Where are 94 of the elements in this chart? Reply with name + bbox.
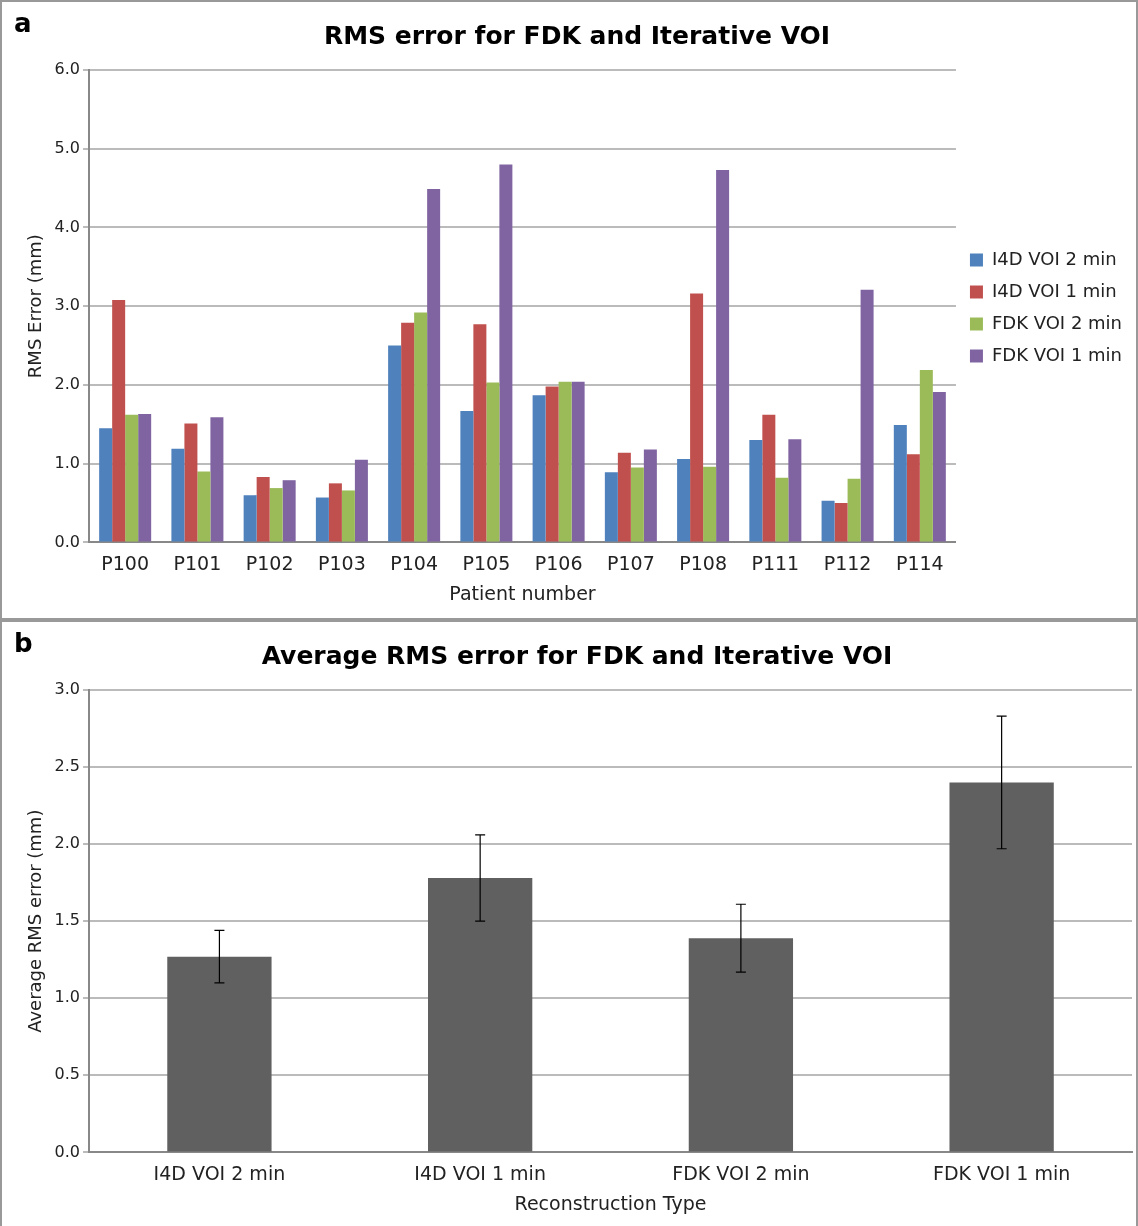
bar xyxy=(860,289,874,542)
bar xyxy=(414,312,428,542)
bar xyxy=(847,478,861,542)
y-tick-label: 3.0 xyxy=(54,295,81,315)
bar xyxy=(197,471,211,542)
text: b xyxy=(14,628,33,658)
bar xyxy=(604,472,618,542)
x-tick-label: P112 xyxy=(823,551,872,574)
x-tick-label: P104 xyxy=(390,551,438,574)
bar xyxy=(427,188,441,542)
bar xyxy=(282,480,296,542)
legend-label: I4D VOI 1 min xyxy=(991,279,1117,301)
chart-title: RMS error for FDK and Iterative VOI xyxy=(323,20,831,50)
bar xyxy=(630,467,644,542)
y-tick-label: 0.0 xyxy=(54,531,81,551)
bar xyxy=(558,381,572,542)
bar xyxy=(112,299,126,542)
bar xyxy=(428,878,533,1152)
y-tick-label: 3.0 xyxy=(54,679,81,699)
y-tick-label: 2.0 xyxy=(54,374,81,394)
y-axis-title: Average RMS error (mm) xyxy=(24,809,46,1033)
x-tick-label: FDK VOI 1 min xyxy=(932,1161,1071,1184)
bar xyxy=(788,439,802,542)
bar xyxy=(138,414,152,542)
bar xyxy=(919,369,933,542)
x-tick-label: P111 xyxy=(751,551,800,574)
text: a xyxy=(14,8,32,38)
bar xyxy=(834,503,848,542)
bar xyxy=(932,392,946,542)
bar xyxy=(716,169,730,542)
bar xyxy=(354,459,368,542)
legend-label: FDK VOI 2 min xyxy=(991,311,1123,333)
legend-label: FDK VOI 1 min xyxy=(991,343,1123,365)
x-tick-label: P108 xyxy=(679,551,727,574)
x-tick-label: I4D VOI 2 min xyxy=(153,1161,286,1184)
bar xyxy=(775,477,789,542)
y-tick-label: 5.0 xyxy=(54,137,81,157)
x-tick-label: P114 xyxy=(895,551,944,574)
bar xyxy=(762,414,776,542)
bar xyxy=(749,440,763,542)
bar xyxy=(388,345,402,542)
bar xyxy=(893,425,907,542)
bar xyxy=(821,500,835,542)
y-tick-label: 6.0 xyxy=(54,59,81,79)
chart-title: Average RMS error for FDK and Iterative VOI xyxy=(261,640,893,670)
bar xyxy=(617,452,631,542)
y-tick-label: 4.0 xyxy=(54,216,81,236)
y-tick-label: 2.5 xyxy=(54,756,81,776)
bar xyxy=(99,428,113,542)
bar xyxy=(906,454,920,542)
bar xyxy=(256,477,270,542)
x-tick-label: P100 xyxy=(101,551,150,574)
legend-label: I4D VOI 2 min xyxy=(991,247,1117,269)
bar xyxy=(949,782,1054,1152)
bar xyxy=(690,293,704,542)
bar xyxy=(171,448,185,542)
x-tick-label: P106 xyxy=(534,551,583,574)
x-tick-label: P105 xyxy=(462,551,511,574)
x-axis-title: Patient number xyxy=(449,581,596,604)
bar xyxy=(210,417,224,542)
bar xyxy=(486,382,500,542)
bar xyxy=(460,410,474,542)
bar xyxy=(184,423,198,542)
bar xyxy=(125,414,139,542)
bar xyxy=(545,386,559,542)
x-axis-title: Reconstruction Type xyxy=(514,1191,707,1214)
y-tick-label: 0.0 xyxy=(54,1141,81,1161)
bar xyxy=(532,395,546,542)
bar xyxy=(473,324,487,542)
bar xyxy=(677,458,691,542)
y-tick-label: 2.0 xyxy=(54,833,81,853)
y-tick-label: 1.0 xyxy=(54,987,81,1007)
x-tick-label: I4D VOI 1 min xyxy=(414,1161,546,1184)
bar xyxy=(688,938,794,1152)
bar xyxy=(499,164,513,542)
bar xyxy=(243,495,257,542)
bar xyxy=(341,490,355,542)
bar xyxy=(315,497,329,542)
y-axis-title: RMS Error (mm) xyxy=(24,234,46,379)
bar xyxy=(643,449,657,542)
bar xyxy=(269,488,283,542)
y-tick-label: 1.5 xyxy=(54,910,81,930)
bar xyxy=(571,381,585,542)
bar xyxy=(401,322,415,542)
x-tick-label: P103 xyxy=(318,551,366,574)
x-tick-label: P101 xyxy=(173,551,222,574)
bar xyxy=(328,483,342,542)
bar xyxy=(167,956,272,1152)
bar xyxy=(703,466,717,542)
x-tick-label: P102 xyxy=(245,551,294,574)
x-tick-label: FDK VOI 2 min xyxy=(672,1161,810,1184)
x-tick-label: P107 xyxy=(606,551,655,574)
y-tick-label: 0.5 xyxy=(54,1064,81,1084)
y-tick-label: 1.0 xyxy=(54,452,81,472)
